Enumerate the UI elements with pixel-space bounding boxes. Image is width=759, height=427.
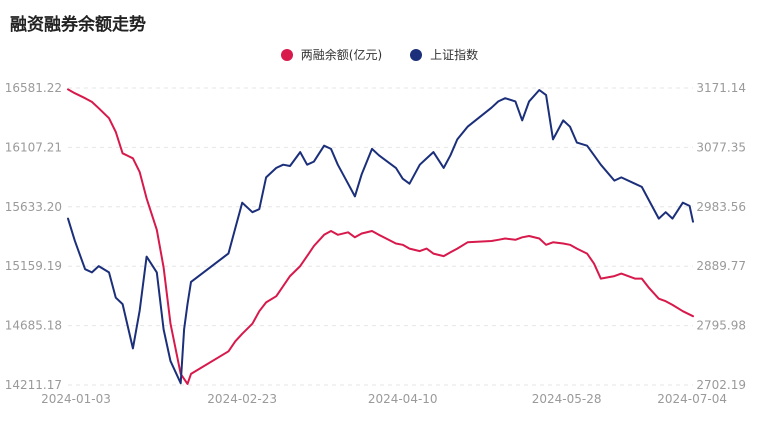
y-right-tick-label: 2983.56 xyxy=(696,200,746,214)
y-left-tick-label: 15633.20 xyxy=(5,200,62,214)
x-tick-label: 2024-05-28 xyxy=(532,392,602,406)
chart-title: 融资融券余额走势 xyxy=(10,15,146,35)
y-right-tick-label: 3171.14 xyxy=(696,81,746,95)
x-tick-label: 2024-07-04 xyxy=(657,392,727,406)
y-right-tick-label: 3077.35 xyxy=(696,140,746,154)
legend-item-sse-index[interactable]: 上证指数 xyxy=(410,46,478,63)
y-left-tick-label: 14685.18 xyxy=(5,319,62,333)
legend-label-margin-balance: 两融余额(亿元) xyxy=(300,48,383,62)
y-left-tick-label: 15159.19 xyxy=(5,259,62,273)
x-tick-label: 2024-04-10 xyxy=(368,392,438,406)
y-right-tick-label: 2795.98 xyxy=(696,319,746,333)
y-right-tick-label: 2702.19 xyxy=(696,378,746,392)
x-tick-label: 2024-01-03 xyxy=(41,392,111,406)
y-left-tick-label: 14211.17 xyxy=(5,378,62,392)
y-left-tick-label: 16107.21 xyxy=(5,140,62,154)
legend-marker-margin-balance xyxy=(280,48,293,61)
legend-item-margin-balance[interactable]: 两融余额(亿元) xyxy=(280,46,383,63)
series-line-margin-balance xyxy=(67,88,694,385)
legend-label-sse-index: 上证指数 xyxy=(430,48,479,62)
legend: 两融余额(亿元) 上证指数 xyxy=(0,46,759,63)
legend-marker-sse-index xyxy=(410,48,423,61)
y-right-tick-label: 2889.77 xyxy=(696,259,746,273)
y-left-tick-label: 16581.22 xyxy=(5,81,62,95)
series-line-sse-index xyxy=(67,89,694,385)
x-tick-label: 2024-02-23 xyxy=(207,392,277,406)
